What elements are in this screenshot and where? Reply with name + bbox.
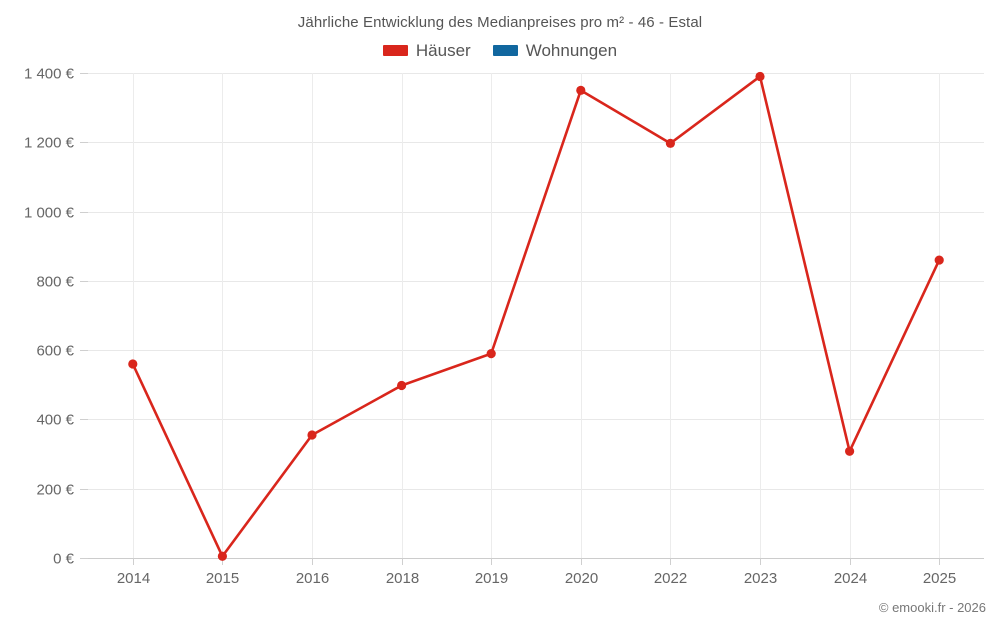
data-point[interactable] bbox=[665, 138, 676, 148]
x-axis-label: 2023 bbox=[744, 570, 777, 587]
x-axis-label: 2016 bbox=[296, 570, 329, 587]
x-axis-label: 2024 bbox=[834, 570, 867, 587]
y-axis-label: 1 000 € bbox=[24, 205, 75, 222]
y-axis-ticks: 0 € 200 € 400 € 600 € 800 € 1 000 € 1 200 € 1 4… bbox=[24, 66, 88, 568]
x-axis-label: 2019 bbox=[475, 570, 508, 587]
legend-item-hauser[interactable]: Häuser bbox=[382, 41, 471, 60]
x-axis-label: 2025 bbox=[923, 570, 956, 587]
chart-title: Jährliche Entwicklung des Medianpreises … bbox=[297, 14, 703, 31]
data-point[interactable] bbox=[217, 551, 227, 561]
x-axis-label: 2018 bbox=[386, 570, 419, 587]
data-point[interactable] bbox=[755, 71, 765, 82]
y-axis-label: 1 200 € bbox=[24, 135, 75, 152]
x-axis-label: 2015 bbox=[206, 570, 239, 587]
data-point[interactable] bbox=[397, 380, 407, 391]
x-axis-label: 2014 bbox=[117, 570, 150, 587]
y-axis-label: 400 € bbox=[36, 412, 74, 429]
y-axis-label: 800 € bbox=[36, 274, 74, 291]
data-series[interactable] bbox=[128, 71, 944, 561]
legend-label-hauser: Häuser bbox=[415, 41, 471, 60]
copyright-credit: © emooki.fr - 2026 bbox=[878, 600, 986, 615]
chart-legend: Häuser Wohnungen bbox=[0, 42, 1000, 59]
legend-label-wohnungen: Wohnungen bbox=[525, 41, 618, 60]
x-axis-label: 2022 bbox=[654, 570, 687, 587]
series-line-häuser[interactable] bbox=[131, 75, 941, 558]
gridlines bbox=[88, 73, 984, 559]
x-axis-label: 2020 bbox=[565, 570, 598, 587]
legend-swatch-hauser bbox=[382, 45, 408, 56]
data-point[interactable] bbox=[307, 430, 317, 440]
data-point[interactable] bbox=[128, 359, 138, 369]
y-axis-label: 0 € bbox=[53, 551, 75, 568]
legend-item-wohnungen[interactable]: Wohnungen bbox=[492, 41, 618, 60]
data-point[interactable] bbox=[576, 85, 586, 95]
legend-swatch-wohnungen bbox=[492, 45, 518, 56]
data-point[interactable] bbox=[934, 255, 944, 265]
data-point[interactable] bbox=[486, 349, 496, 359]
x-axis-ticks: 2014 2015 2016 2018 2019 2020 2022 2023 2024 2025 bbox=[117, 558, 956, 587]
y-axis-label: 200 € bbox=[36, 482, 74, 499]
y-axis-label: 1 400 € bbox=[24, 66, 75, 83]
y-axis-label: 600 € bbox=[36, 343, 74, 360]
data-point[interactable] bbox=[845, 446, 855, 456]
